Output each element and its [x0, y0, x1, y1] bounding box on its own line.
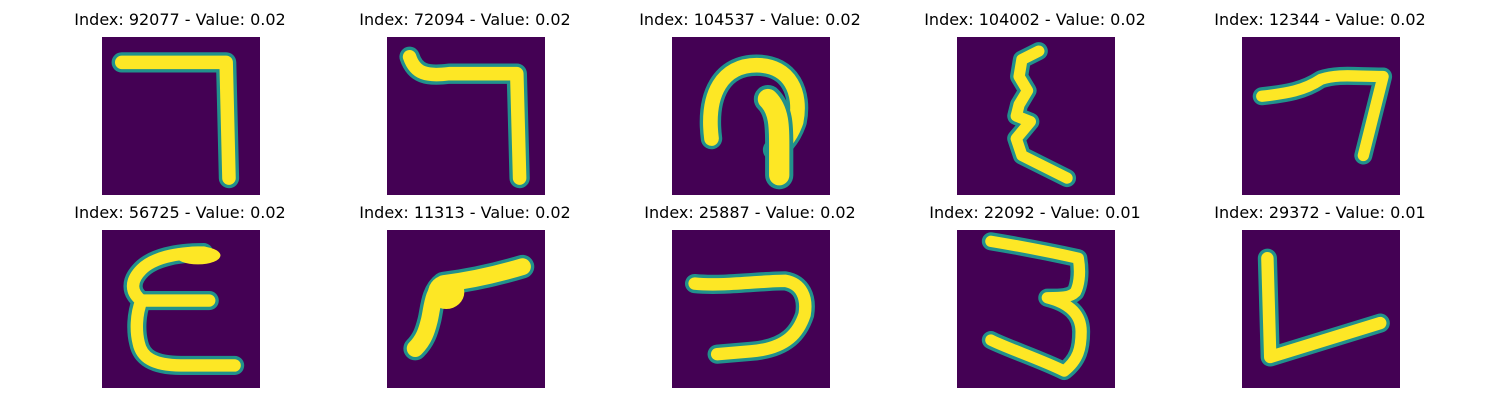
glyph-image [672, 230, 830, 388]
image-panel: Index: 104537 - Value: 0.02 [620, 10, 880, 200]
glyph-image [1242, 37, 1400, 195]
panel-title: Index: 104002 - Value: 0.02 [924, 10, 1146, 29]
glyph-image [387, 230, 545, 388]
panel-title: Index: 22092 - Value: 0.01 [929, 203, 1141, 222]
panel-title: Index: 92077 - Value: 0.02 [74, 10, 286, 29]
panel-title: Index: 25887 - Value: 0.02 [644, 203, 856, 222]
image-panel: Index: 22092 - Value: 0.01 [905, 203, 1165, 393]
panel-title: Index: 72094 - Value: 0.02 [359, 10, 571, 29]
panel-title: Index: 11313 - Value: 0.02 [359, 203, 571, 222]
image-panel: Index: 104002 - Value: 0.02 [905, 10, 1165, 200]
glyph-image [1242, 230, 1400, 388]
image-panel: Index: 12344 - Value: 0.02 [1190, 10, 1450, 200]
image-panel: Index: 29372 - Value: 0.01 [1190, 203, 1450, 393]
glyph-image [387, 37, 545, 195]
panel-title: Index: 56725 - Value: 0.02 [74, 203, 286, 222]
glyph-image [102, 230, 260, 388]
panel-title: Index: 104537 - Value: 0.02 [639, 10, 861, 29]
glyph-image [672, 37, 830, 195]
image-panel: Index: 25887 - Value: 0.02 [620, 203, 880, 393]
panel-title: Index: 12344 - Value: 0.02 [1214, 10, 1426, 29]
image-panel: Index: 56725 - Value: 0.02 [50, 203, 310, 393]
glyph-image [102, 37, 260, 195]
panel-title: Index: 29372 - Value: 0.01 [1214, 203, 1426, 222]
image-panel: Index: 11313 - Value: 0.02 [335, 203, 595, 393]
image-panel: Index: 92077 - Value: 0.02 [50, 10, 310, 200]
glyph-image [957, 230, 1115, 388]
glyph-image [957, 37, 1115, 195]
image-panel: Index: 72094 - Value: 0.02 [335, 10, 595, 200]
